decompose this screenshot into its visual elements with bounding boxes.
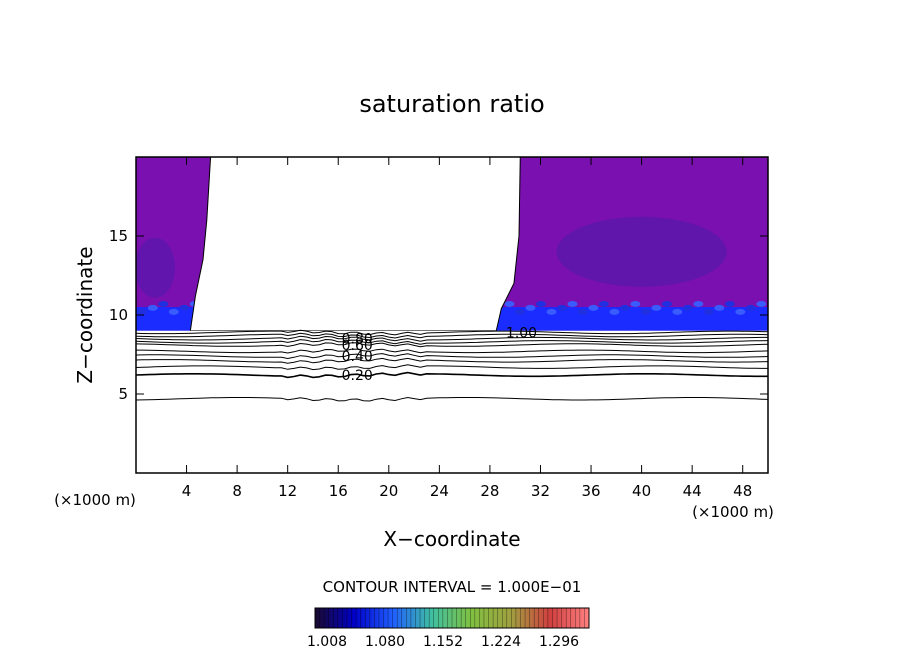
cloud-base-cell bbox=[661, 300, 672, 307]
dark-patch bbox=[136, 237, 175, 298]
x-tick-label: 8 bbox=[232, 482, 242, 500]
y-tick-label: 10 bbox=[109, 306, 128, 324]
contour-line bbox=[136, 342, 768, 348]
cloud-base-cell bbox=[693, 300, 704, 307]
cloud-base-cell bbox=[168, 308, 179, 315]
cloud-base-cell bbox=[546, 308, 557, 315]
y-tick-label: 5 bbox=[118, 385, 128, 403]
cloud-base-cell bbox=[735, 308, 746, 315]
cloud-base-cell bbox=[137, 308, 148, 315]
cloud-base-cell bbox=[525, 304, 536, 311]
contour-line bbox=[136, 338, 768, 345]
x-tick-label: 40 bbox=[632, 482, 651, 500]
cloud-base-cell bbox=[619, 304, 630, 311]
cloud-base-cell bbox=[515, 308, 526, 315]
cloud-base-cell bbox=[609, 308, 620, 315]
x-tick-label: 44 bbox=[683, 482, 702, 500]
contour-line bbox=[136, 357, 768, 364]
contour-interval-text: CONTOUR INTERVAL = 1.000E−01 bbox=[323, 578, 582, 596]
contour-label: 0.80 bbox=[342, 332, 373, 348]
cloud-base-cell bbox=[147, 304, 158, 311]
colorbar bbox=[314, 607, 590, 629]
subsaturated-lower-region bbox=[136, 330, 768, 473]
subsaturated-clear-region bbox=[189, 157, 521, 332]
chart-title: saturation ratio bbox=[359, 90, 544, 118]
contour-line bbox=[136, 348, 768, 354]
contour-line bbox=[136, 371, 768, 379]
y-axis-ticks: 5 10 15 bbox=[109, 227, 768, 403]
contour-label: 0.60 bbox=[342, 338, 373, 354]
contour-label: 0.20 bbox=[342, 368, 373, 384]
colorbar-tick-label: 1.080 bbox=[365, 634, 405, 650]
cloud-base-cell bbox=[179, 304, 190, 311]
x-tick-label: 12 bbox=[278, 482, 297, 500]
contour-lines bbox=[136, 329, 768, 402]
colorbar-labels: 1.008 1.080 1.152 1.224 1.296 bbox=[307, 634, 579, 650]
x-tick-label: 24 bbox=[430, 482, 449, 500]
contour-line bbox=[136, 329, 768, 336]
contour-line bbox=[136, 332, 768, 339]
cloud-base-cell bbox=[588, 304, 599, 311]
cloud-base-cell bbox=[577, 308, 588, 315]
cloud-base-cell bbox=[630, 300, 641, 307]
cloud-base-cell bbox=[567, 300, 578, 307]
contour-line bbox=[136, 364, 768, 371]
x-axis-label: X−coordinate bbox=[383, 527, 520, 551]
x-axis-ticks: 4 8 12 16 20 24 28 32 36 40 44 48 bbox=[182, 157, 752, 500]
dark-patch bbox=[556, 216, 727, 287]
cloud-base-cell bbox=[756, 300, 767, 307]
cloud-base-cell bbox=[158, 300, 169, 307]
x-unit-right: (×1000 m) bbox=[692, 503, 774, 521]
contour-label: 0.40 bbox=[342, 349, 373, 365]
cloud-base-cell bbox=[598, 300, 609, 307]
colorbar-tick-label: 1.152 bbox=[423, 634, 463, 650]
contour-line bbox=[136, 396, 768, 402]
colorbar-tick-label: 1.296 bbox=[539, 634, 579, 650]
x-unit-left: (×1000 m) bbox=[54, 491, 136, 509]
cloud-base-cell bbox=[535, 300, 546, 307]
x-tick-label: 20 bbox=[379, 482, 398, 500]
cloud-base-cell bbox=[682, 304, 693, 311]
cloud-base-cell bbox=[724, 300, 735, 307]
cloud-base-cell bbox=[672, 308, 683, 315]
cloud-base-cell bbox=[745, 304, 756, 311]
x-tick-label: 48 bbox=[733, 482, 752, 500]
cloud-base-cell bbox=[640, 308, 651, 315]
x-tick-label: 4 bbox=[182, 482, 192, 500]
cloud-base-cell bbox=[703, 308, 714, 315]
contour-label: 1.00 bbox=[506, 325, 537, 341]
x-tick-label: 28 bbox=[480, 482, 499, 500]
y-tick-label: 15 bbox=[109, 227, 128, 245]
cloud-base-cell bbox=[651, 304, 662, 311]
contour-line bbox=[136, 335, 768, 342]
x-tick-label: 36 bbox=[581, 482, 600, 500]
contour-labels: 0.20 0.400.600.80 1.00 bbox=[342, 325, 537, 384]
colorbar-tick-label: 1.008 bbox=[307, 634, 347, 650]
x-tick-label: 32 bbox=[531, 482, 550, 500]
contour-line bbox=[136, 353, 768, 360]
saturation-fill-layer bbox=[136, 157, 768, 473]
y-axis-label: Z−coordinate bbox=[73, 246, 97, 383]
cloud-base-cell bbox=[556, 304, 567, 311]
colorbar-tick-label: 1.224 bbox=[481, 634, 521, 650]
cloud-base-cell bbox=[504, 300, 515, 307]
cloud-base-cell bbox=[714, 304, 725, 311]
x-tick-label: 16 bbox=[329, 482, 348, 500]
